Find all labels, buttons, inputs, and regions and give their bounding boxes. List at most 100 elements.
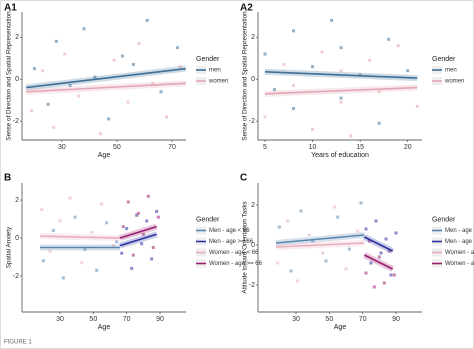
point [159, 90, 163, 94]
point [384, 237, 388, 241]
point [126, 200, 130, 204]
point [164, 115, 168, 119]
point [263, 115, 267, 119]
x-tick-label: 90 [156, 316, 164, 323]
point [392, 273, 396, 277]
point [131, 253, 135, 257]
point [347, 247, 351, 251]
point [105, 221, 109, 225]
fit-line [26, 82, 186, 93]
point [374, 219, 378, 223]
point [83, 247, 87, 251]
fit-line [363, 236, 394, 252]
legend-label: men [209, 68, 221, 74]
legend-label: Men - age >= 71 [445, 239, 474, 245]
point [368, 58, 372, 62]
point [111, 244, 115, 248]
x-tick-label: 50 [89, 316, 97, 323]
legend-label: Women - age < 71 [445, 250, 474, 256]
legend-label: Men - age >= 66 [209, 239, 254, 245]
point [286, 219, 290, 223]
point [382, 281, 386, 285]
point [311, 65, 315, 69]
point [115, 240, 119, 244]
point [156, 215, 160, 219]
point [151, 246, 155, 249]
y-tick-label: 0 [15, 235, 19, 242]
point [282, 62, 286, 66]
point [336, 215, 340, 219]
legend-label: Women - age >= 71 [445, 261, 474, 267]
point [349, 134, 353, 138]
y-axis-label: Sense of Direction and Spatial Represent… [242, 11, 249, 141]
x-axis-label: Years of education [311, 152, 369, 159]
point [146, 194, 150, 198]
point [178, 65, 182, 69]
point [307, 233, 311, 237]
point [377, 90, 381, 94]
point [68, 83, 72, 87]
point [61, 276, 65, 280]
point [145, 18, 149, 22]
x-tick-label: 70 [359, 316, 367, 323]
point [32, 67, 36, 71]
legend-label: men [445, 68, 457, 74]
fit-line [264, 86, 418, 95]
y-tick-label: 2 [251, 202, 255, 209]
point [141, 232, 145, 236]
point [369, 261, 373, 265]
point [324, 259, 328, 263]
point [339, 100, 343, 104]
y-tick-label: 2 [15, 197, 19, 204]
point [367, 239, 371, 243]
y-tick-label: -2 [13, 273, 19, 280]
point [41, 259, 45, 263]
y-tick-label: -2 [249, 282, 255, 289]
panel-label: C [240, 173, 247, 184]
point [263, 52, 267, 56]
point [379, 251, 383, 255]
fit-line [264, 71, 418, 79]
point [40, 208, 44, 212]
x-axis-label: Age [98, 152, 111, 159]
point [63, 52, 67, 56]
point [377, 121, 381, 125]
point [311, 128, 315, 132]
point [339, 69, 343, 73]
x-tick-label: 70 [123, 316, 131, 323]
point [131, 62, 135, 66]
point [125, 227, 129, 231]
point [387, 249, 391, 253]
point [406, 69, 410, 73]
x-tick-label: 50 [113, 144, 121, 151]
point [321, 251, 325, 255]
point [277, 225, 281, 229]
x-tick-label: 30 [58, 144, 66, 151]
point [98, 132, 102, 136]
point [155, 209, 159, 213]
point [272, 88, 276, 92]
point [415, 104, 419, 108]
fit-line [26, 67, 186, 89]
point [332, 205, 336, 209]
point [151, 81, 155, 85]
point [137, 41, 141, 45]
point [372, 285, 376, 289]
point [93, 75, 97, 79]
point [299, 209, 303, 213]
point [130, 266, 134, 270]
fit-line [39, 235, 121, 239]
legend-label: Men - age < 71 [445, 228, 474, 234]
point [52, 125, 56, 129]
point [356, 229, 360, 233]
point [276, 261, 280, 265]
point [175, 46, 179, 50]
legend-label: Women - age < 66 [209, 250, 259, 256]
point [364, 271, 368, 275]
point [289, 269, 293, 273]
point [82, 27, 86, 31]
legend-title: Gender [196, 56, 220, 63]
point [364, 227, 368, 231]
x-tick-label: 90 [392, 316, 400, 323]
